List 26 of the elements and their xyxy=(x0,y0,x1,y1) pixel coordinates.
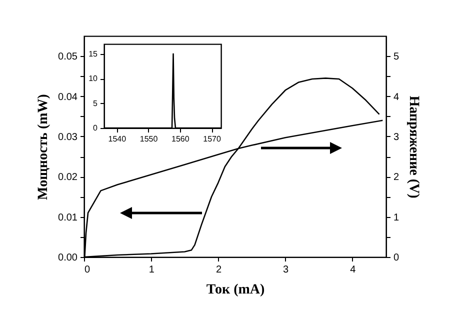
y-tick-label: 0.04 xyxy=(58,92,78,103)
y-axis-title: Мощность (mW) xyxy=(36,94,52,200)
y-tick-label: 5 xyxy=(93,98,98,108)
y-tick-label: 0.00 xyxy=(58,252,78,264)
y-tick-label: 10 xyxy=(88,74,98,84)
y2-tick-label: 5 xyxy=(394,52,400,63)
y-tick-label: 0.02 xyxy=(58,172,78,184)
x-tick-label: 1540 xyxy=(108,134,127,144)
y-tick-label: 15 xyxy=(88,49,98,58)
y2-tick-label: 1 xyxy=(394,212,400,224)
x-tick-label: 1570 xyxy=(203,134,222,144)
x-tick-label: 1550 xyxy=(140,134,158,144)
y-tick-label: 0 xyxy=(93,124,98,132)
x-tick-label: 1 xyxy=(148,264,155,276)
x-tick-label: 2 xyxy=(216,264,222,276)
x-tick-label: 4 xyxy=(350,264,356,276)
x-tick-label: 3 xyxy=(283,264,290,276)
y2-tick-label: 4 xyxy=(394,92,400,103)
y2-axis-title: Напряжение (V) xyxy=(406,96,422,199)
y2-tick-label: 0 xyxy=(394,252,400,264)
y2-tick-label: 2 xyxy=(394,172,400,184)
y-tick-label: 0.03 xyxy=(58,132,78,143)
x-tick-label: 1560 xyxy=(171,134,190,144)
y-tick-label: 0.05 xyxy=(58,52,78,63)
y-tick-label: 0.01 xyxy=(58,212,78,224)
x-axis-title: Ток (mA) xyxy=(206,282,266,298)
